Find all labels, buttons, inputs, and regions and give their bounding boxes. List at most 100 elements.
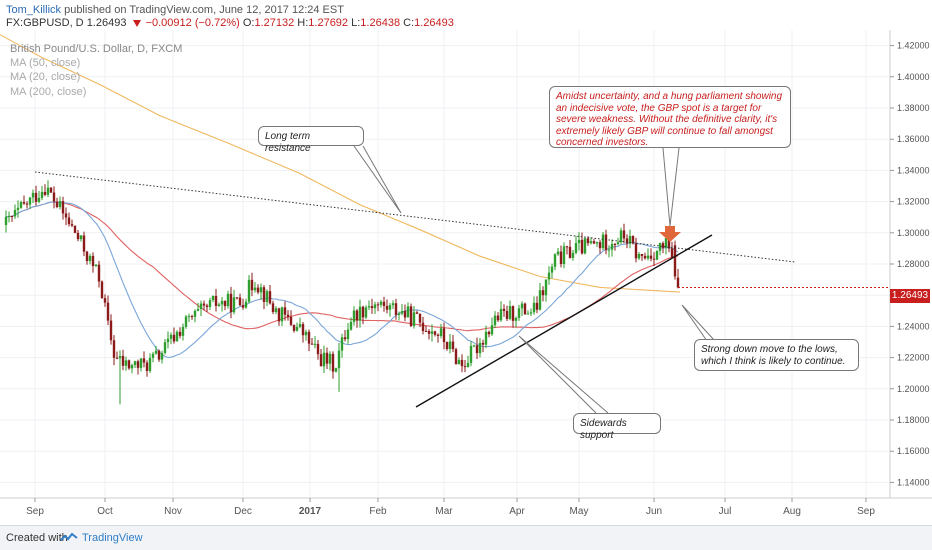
candle-body xyxy=(154,350,158,354)
change-value: −0.00912 (−0.72%) xyxy=(145,17,240,29)
candle-body xyxy=(655,250,659,260)
candle-body xyxy=(214,295,218,307)
candle-body xyxy=(325,352,329,364)
candle-body xyxy=(442,328,446,342)
candle-body xyxy=(625,238,629,244)
candle-body xyxy=(433,331,437,335)
candle-body xyxy=(331,353,335,372)
candle-body xyxy=(457,359,461,365)
candle-body xyxy=(418,313,422,323)
candle-body xyxy=(211,295,215,301)
candle-body xyxy=(538,290,542,310)
candle-body xyxy=(298,324,302,327)
candle-body xyxy=(217,304,221,307)
close-label: C: xyxy=(403,17,415,29)
y-tick-label: 1.38000 xyxy=(897,103,930,113)
candle-body xyxy=(334,368,338,372)
candle-body xyxy=(256,287,260,293)
candle-body xyxy=(535,302,539,310)
legend-ma50[interactable]: MA (50, close) xyxy=(10,57,81,70)
candle-body xyxy=(403,310,407,318)
legend-ma200[interactable]: MA (200, close) xyxy=(10,85,87,98)
candle-body xyxy=(307,331,311,344)
ohlc-line: FX:GBPUSD, D 1.26493 −0.00912 (−0.72%) O… xyxy=(6,17,454,30)
author-link[interactable]: Tom_Killick xyxy=(6,4,62,16)
candle-body xyxy=(322,352,326,367)
annotation-top[interactable]: Amidst uncertainty, and a hung parliamen… xyxy=(549,86,791,148)
open-value: 1.27132 xyxy=(254,17,295,29)
candle-body xyxy=(250,279,254,291)
candle-body xyxy=(610,243,614,250)
high-label: H: xyxy=(297,17,309,29)
legend-ma20[interactable]: MA (20, close) xyxy=(10,71,81,84)
y-tick-label: 1.22000 xyxy=(897,353,930,363)
candle-body xyxy=(133,361,137,366)
candle-body xyxy=(394,303,398,315)
resistance-trendline xyxy=(34,171,796,263)
candle-body xyxy=(628,235,632,244)
annotation-down-move[interactable]: Strong down move to the lows, which I th… xyxy=(694,339,859,371)
candle-body xyxy=(238,297,242,306)
x-tick-label: Dec xyxy=(234,506,252,517)
candle-body xyxy=(253,287,257,291)
candle-body xyxy=(274,308,278,312)
candle-body xyxy=(661,243,665,248)
candle-body xyxy=(4,216,8,225)
candle-body xyxy=(13,209,17,217)
candle-body xyxy=(259,287,263,293)
candle-body xyxy=(31,192,35,198)
y-tick-label: 1.30000 xyxy=(897,228,930,238)
candle-body xyxy=(235,297,239,299)
candle-body xyxy=(556,251,560,255)
candle-body xyxy=(616,242,620,245)
candle-body xyxy=(157,350,161,360)
x-tick-label: Aug xyxy=(783,506,801,517)
candle-body xyxy=(472,345,476,347)
candle-body xyxy=(196,309,200,311)
candle-body xyxy=(520,303,524,309)
symbol-label: FX:GBPUSD, D xyxy=(6,17,84,29)
candle-body xyxy=(148,357,152,371)
candle-body xyxy=(589,241,593,244)
candle-body xyxy=(469,345,473,363)
candle-body xyxy=(61,201,65,214)
low-label: L: xyxy=(351,17,361,29)
candle-body xyxy=(208,300,212,307)
candle-body xyxy=(481,342,485,345)
candle-body xyxy=(580,239,584,254)
y-tick-label: 1.16000 xyxy=(897,446,930,456)
candle-body xyxy=(391,303,395,306)
annotation-support[interactable]: Sidewards support xyxy=(573,413,661,441)
candle-body xyxy=(346,329,350,340)
candle-body xyxy=(505,311,509,319)
y-tick-label: 1.18000 xyxy=(897,415,930,425)
annotation-resistance[interactable]: Long term resistance xyxy=(258,126,364,154)
candle-body xyxy=(553,254,557,267)
legend-title: British Pound/U.S. Dollar, D, FXCM xyxy=(10,43,183,55)
candle-body xyxy=(646,255,650,259)
candle-body xyxy=(601,234,605,249)
candle-body xyxy=(487,331,491,335)
candle-body xyxy=(115,357,119,359)
chart-svg[interactable]: 1.14000 1.16000 1.18000 1.20000 1.22000 1.240… xyxy=(0,30,932,525)
candle-body xyxy=(121,356,125,366)
candle-body xyxy=(52,192,56,202)
candle-body xyxy=(277,308,281,322)
y-tick-label: 1.32000 xyxy=(897,197,930,207)
candle-body xyxy=(16,207,20,210)
candle-body xyxy=(316,343,320,355)
candle-body xyxy=(415,312,419,314)
candle-body xyxy=(109,320,113,341)
candle-body xyxy=(490,325,494,335)
tradingview-brand[interactable]: TradingView xyxy=(82,532,143,544)
tradingview-logo-icon[interactable] xyxy=(60,532,78,544)
x-tick-label: Nov xyxy=(164,506,182,517)
candle-body xyxy=(28,197,32,205)
candle-body xyxy=(181,326,185,336)
chart-area[interactable]: 1.14000 1.16000 1.18000 1.20000 1.22000 1.240… xyxy=(0,30,932,525)
candle-body xyxy=(454,349,458,365)
y-tick-label: 1.34000 xyxy=(897,165,930,175)
candle-body xyxy=(292,324,296,331)
candle-body xyxy=(262,287,266,302)
candle-body xyxy=(448,341,452,350)
